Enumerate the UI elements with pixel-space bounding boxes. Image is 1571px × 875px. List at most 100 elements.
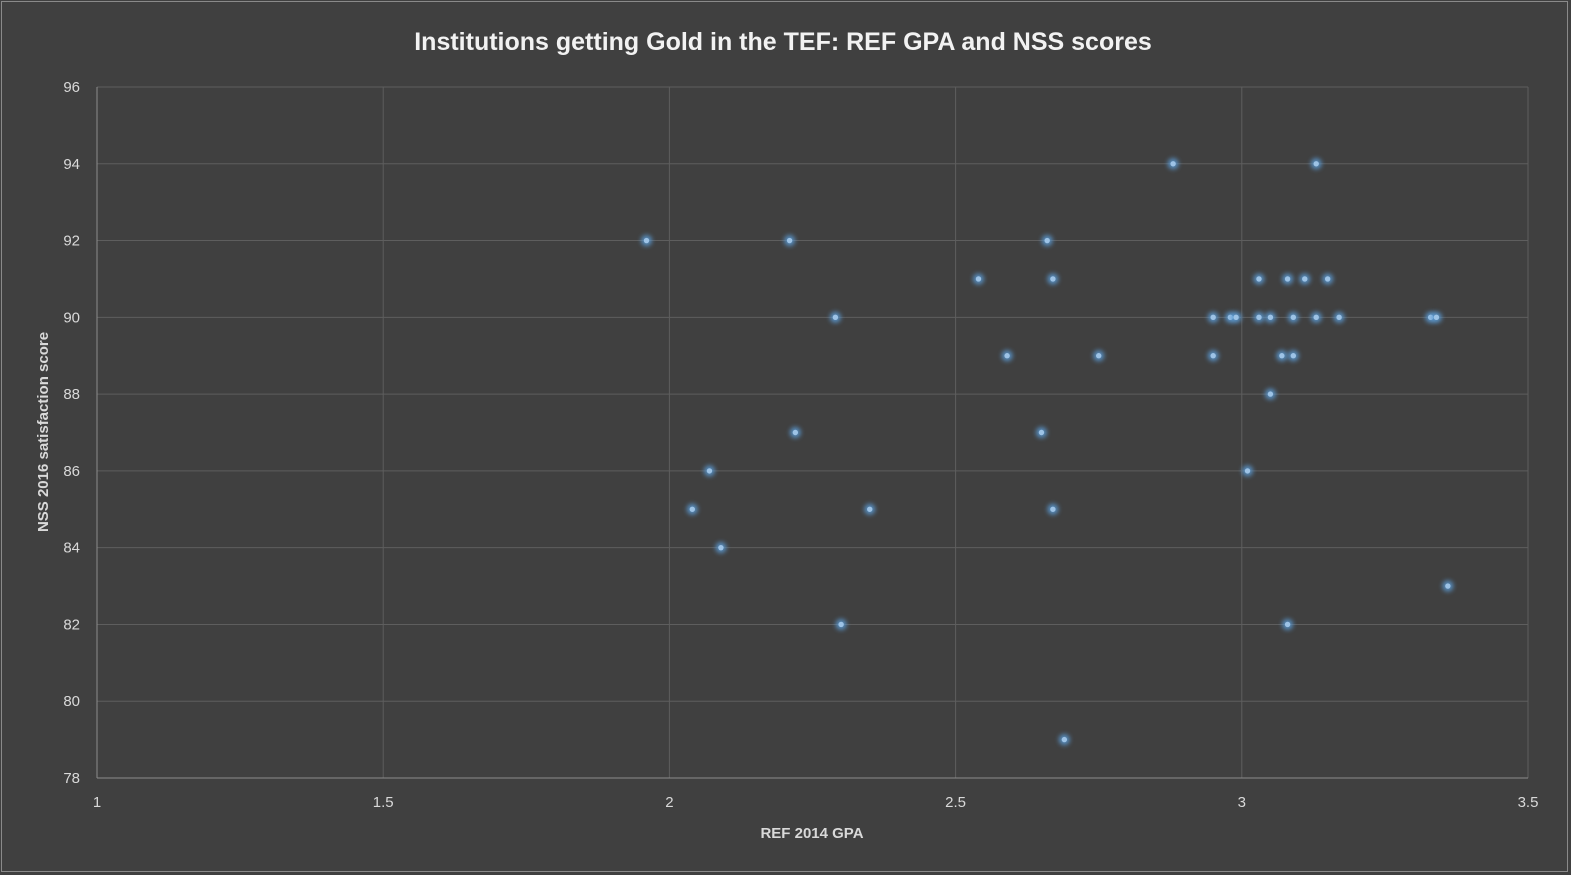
data-point (1333, 311, 1345, 323)
data-point (1041, 235, 1053, 247)
data-point (1282, 618, 1294, 630)
data-point-marker (1313, 314, 1319, 321)
data-point-marker (1290, 314, 1297, 321)
data-point (1047, 503, 1059, 515)
y-tick-label: 92 (63, 233, 80, 250)
data-point-marker (706, 468, 713, 474)
gridlines (97, 86, 1529, 778)
data-point-marker (792, 429, 799, 436)
data-point-marker (1256, 276, 1262, 282)
x-tick-label: 3 (1238, 794, 1246, 811)
data-point (703, 465, 715, 477)
data-point (1310, 311, 1322, 323)
data-point-marker (643, 237, 650, 244)
data-point (1001, 350, 1013, 362)
data-point (835, 618, 847, 630)
data-point-marker (786, 237, 793, 244)
x-tick-label: 1.5 (373, 794, 394, 811)
data-point (1047, 273, 1059, 285)
data-point (1442, 580, 1454, 592)
y-axis-title: NSS 2016 satisfaction score (35, 332, 52, 532)
data-point-marker (1324, 276, 1331, 282)
y-tick-label: 84 (63, 540, 80, 557)
data-point (1253, 273, 1265, 285)
data-point-marker (1038, 429, 1045, 436)
y-tick-label: 88 (63, 386, 80, 403)
tick-labels: 78 80 82 84 86 88 90 92 94 96 1 1.5 2 2.5 3 3.5 (63, 79, 1538, 811)
data-point (1093, 350, 1105, 362)
data-point-marker (832, 314, 839, 321)
data-point (1167, 158, 1179, 170)
data-point (789, 427, 801, 438)
data-point-marker (1044, 237, 1050, 244)
data-point (641, 235, 653, 247)
x-tick-label: 1 (93, 794, 101, 811)
chart-title: Institutions getting Gold in the TEF: RE… (414, 28, 1152, 56)
data-point-marker (1170, 161, 1176, 167)
data-point-marker (1050, 506, 1056, 512)
data-point (1322, 273, 1334, 285)
data-point-marker (1336, 314, 1342, 321)
data-point (1058, 734, 1070, 746)
data-point (1287, 350, 1299, 362)
data-point-marker (1233, 314, 1239, 321)
data-point (1035, 427, 1047, 438)
data-point-marker (1004, 353, 1010, 359)
axes (96, 87, 1528, 779)
data-point-marker (1096, 353, 1102, 359)
data-point-marker (1050, 276, 1056, 282)
y-tick-label: 86 (63, 463, 80, 480)
data-point (1253, 311, 1265, 323)
data-point (686, 503, 698, 515)
data-point (1207, 350, 1219, 362)
data-point-marker (689, 506, 695, 512)
data-point-marker (1284, 621, 1291, 628)
data-point-marker (1267, 391, 1274, 397)
data-point-marker (1445, 583, 1451, 589)
data-point-marker (1279, 353, 1285, 359)
y-tick-label: 82 (63, 616, 80, 633)
y-tick-label: 90 (63, 309, 80, 326)
data-point (1310, 158, 1322, 170)
x-axis-title: REF 2014 GPA (760, 825, 863, 842)
data-point-marker (975, 276, 982, 282)
data-point (1230, 311, 1242, 323)
data-point (1207, 311, 1219, 323)
x-tick-label: 3.5 (1518, 794, 1539, 811)
data-point (1264, 311, 1276, 323)
data-point (829, 311, 841, 323)
data-point-marker (1284, 276, 1291, 282)
data-point-marker (1210, 314, 1216, 321)
y-tick-label: 80 (63, 693, 80, 710)
data-point-marker (1244, 468, 1251, 474)
data-point (1276, 350, 1288, 362)
data-point (1282, 273, 1294, 285)
data-point-marker (1290, 353, 1297, 359)
data-point-marker (1433, 314, 1440, 321)
data-point-marker (1210, 353, 1216, 359)
data-point (1430, 311, 1442, 323)
x-tick-label: 2 (665, 794, 673, 811)
data-point-marker (1061, 736, 1068, 743)
y-tick-label: 78 (63, 770, 80, 787)
data-point-marker (718, 544, 724, 551)
y-tick-label: 96 (63, 79, 80, 96)
data-points (641, 158, 1454, 746)
data-point (972, 273, 984, 285)
data-point (1242, 465, 1254, 477)
data-point-marker (1267, 314, 1274, 321)
data-point (1264, 388, 1276, 400)
data-point-marker (867, 506, 873, 512)
data-point-marker (1313, 161, 1319, 167)
data-point (864, 503, 876, 515)
data-point-marker (1256, 314, 1262, 321)
data-point (1287, 311, 1299, 323)
data-point (784, 235, 796, 247)
data-point (715, 542, 727, 554)
x-tick-label: 2.5 (945, 794, 966, 811)
y-tick-label: 94 (63, 156, 80, 173)
data-point-marker (1302, 276, 1308, 282)
data-point-marker (838, 621, 844, 628)
